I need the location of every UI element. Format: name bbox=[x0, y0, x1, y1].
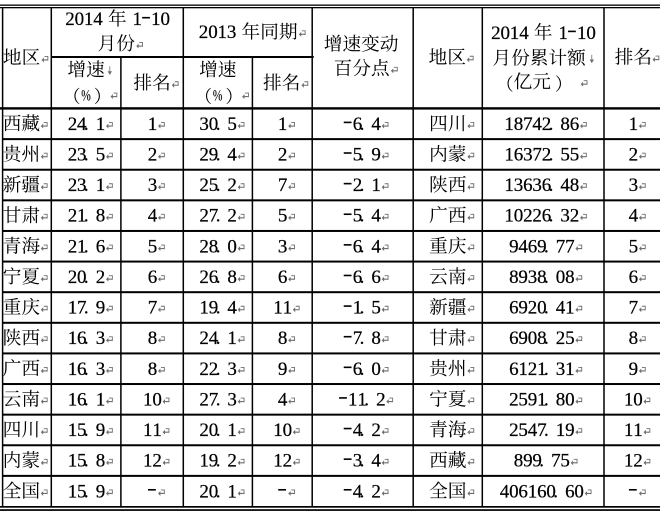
svg-text:2591.80: 2591.80 bbox=[509, 389, 574, 410]
svg-text:16372.55: 16372.55 bbox=[504, 145, 579, 166]
svg-text:8: 8 bbox=[148, 359, 158, 380]
svg-text:15.8: 15.8 bbox=[68, 451, 106, 472]
svg-text:4: 4 bbox=[278, 389, 288, 410]
svg-text:11: 11 bbox=[143, 420, 162, 441]
svg-text:899.75: 899.75 bbox=[514, 451, 570, 472]
svg-text:3: 3 bbox=[629, 175, 639, 196]
svg-text:23.5: 23.5 bbox=[68, 145, 106, 166]
svg-text:30.5: 30.5 bbox=[199, 114, 237, 135]
svg-text:7: 7 bbox=[148, 298, 158, 319]
svg-text:29.4: 29.4 bbox=[199, 145, 237, 166]
svg-text:10: 10 bbox=[624, 389, 643, 410]
svg-text:11: 11 bbox=[624, 420, 643, 441]
svg-text:1: 1 bbox=[278, 114, 288, 135]
svg-text:4: 4 bbox=[148, 206, 158, 227]
svg-text:20.1: 20.1 bbox=[199, 420, 237, 441]
svg-text:18742.86: 18742.86 bbox=[504, 114, 579, 135]
svg-text:19.4: 19.4 bbox=[199, 298, 237, 319]
svg-text:2014: 2014 bbox=[491, 23, 529, 44]
svg-text:16.3: 16.3 bbox=[68, 328, 106, 349]
svg-text:7: 7 bbox=[629, 298, 639, 319]
svg-text:406160.60: 406160.60 bbox=[500, 481, 584, 502]
svg-text:28.0: 28.0 bbox=[199, 236, 237, 257]
svg-text:16.1: 16.1 bbox=[68, 389, 106, 410]
svg-text:15.9: 15.9 bbox=[68, 420, 106, 441]
svg-text:6920.41: 6920.41 bbox=[509, 298, 574, 319]
svg-text:8: 8 bbox=[629, 328, 639, 349]
svg-text:2013: 2013 bbox=[199, 22, 237, 43]
svg-text:22.3: 22.3 bbox=[199, 359, 237, 380]
svg-text:10226.32: 10226.32 bbox=[504, 206, 579, 227]
svg-text:15.9: 15.9 bbox=[68, 481, 106, 502]
svg-text:8: 8 bbox=[278, 328, 288, 349]
svg-text:9: 9 bbox=[629, 359, 639, 380]
svg-text:12: 12 bbox=[143, 451, 162, 472]
svg-text:13636.48: 13636.48 bbox=[504, 175, 579, 196]
svg-text:21.8: 21.8 bbox=[68, 206, 106, 227]
svg-text:9: 9 bbox=[278, 359, 288, 380]
svg-text:12: 12 bbox=[624, 451, 643, 472]
svg-text:20.1: 20.1 bbox=[199, 481, 237, 502]
svg-text:110: 110 bbox=[133, 9, 171, 30]
svg-text:17.9: 17.9 bbox=[68, 298, 106, 319]
svg-text:6: 6 bbox=[278, 267, 288, 288]
svg-text:19.2: 19.2 bbox=[199, 451, 237, 472]
svg-text:110: 110 bbox=[558, 23, 596, 44]
svg-text:25.2: 25.2 bbox=[199, 175, 237, 196]
svg-text:24.1: 24.1 bbox=[68, 114, 106, 135]
svg-text:27.2: 27.2 bbox=[199, 206, 237, 227]
svg-text:2014: 2014 bbox=[65, 9, 103, 30]
svg-text:2547.19: 2547.19 bbox=[509, 420, 574, 441]
svg-text:1: 1 bbox=[148, 114, 158, 135]
svg-text:2: 2 bbox=[278, 145, 288, 166]
svg-text:6: 6 bbox=[148, 267, 158, 288]
svg-text:6121.31: 6121.31 bbox=[509, 359, 574, 380]
svg-text:4: 4 bbox=[629, 206, 639, 227]
svg-text:8938.08: 8938.08 bbox=[509, 267, 574, 288]
svg-text:21.6: 21.6 bbox=[68, 236, 106, 257]
svg-text:11: 11 bbox=[273, 298, 292, 319]
svg-text:5: 5 bbox=[278, 206, 288, 227]
svg-text:3: 3 bbox=[148, 175, 158, 196]
svg-text:2: 2 bbox=[629, 145, 639, 166]
svg-text:1: 1 bbox=[629, 114, 639, 135]
svg-text:10: 10 bbox=[273, 420, 292, 441]
svg-text:3: 3 bbox=[278, 236, 288, 257]
svg-text:5: 5 bbox=[148, 236, 158, 257]
svg-text:26.8: 26.8 bbox=[199, 267, 237, 288]
svg-text:9469.77: 9469.77 bbox=[509, 236, 574, 257]
svg-text:20.2: 20.2 bbox=[68, 267, 106, 288]
svg-text:12: 12 bbox=[273, 451, 292, 472]
svg-text:11.2: 11.2 bbox=[348, 389, 386, 410]
svg-text:10: 10 bbox=[143, 389, 162, 410]
svg-text:5: 5 bbox=[629, 236, 639, 257]
svg-text:8: 8 bbox=[148, 328, 158, 349]
svg-text:16.3: 16.3 bbox=[68, 359, 106, 380]
svg-text:24.1: 24.1 bbox=[199, 328, 237, 349]
svg-text:23.1: 23.1 bbox=[68, 175, 106, 196]
svg-text:6: 6 bbox=[629, 267, 639, 288]
svg-text:6908.25: 6908.25 bbox=[509, 328, 574, 349]
svg-text:7: 7 bbox=[278, 175, 288, 196]
svg-text:27.3: 27.3 bbox=[199, 389, 237, 410]
svg-text:2: 2 bbox=[148, 145, 158, 166]
